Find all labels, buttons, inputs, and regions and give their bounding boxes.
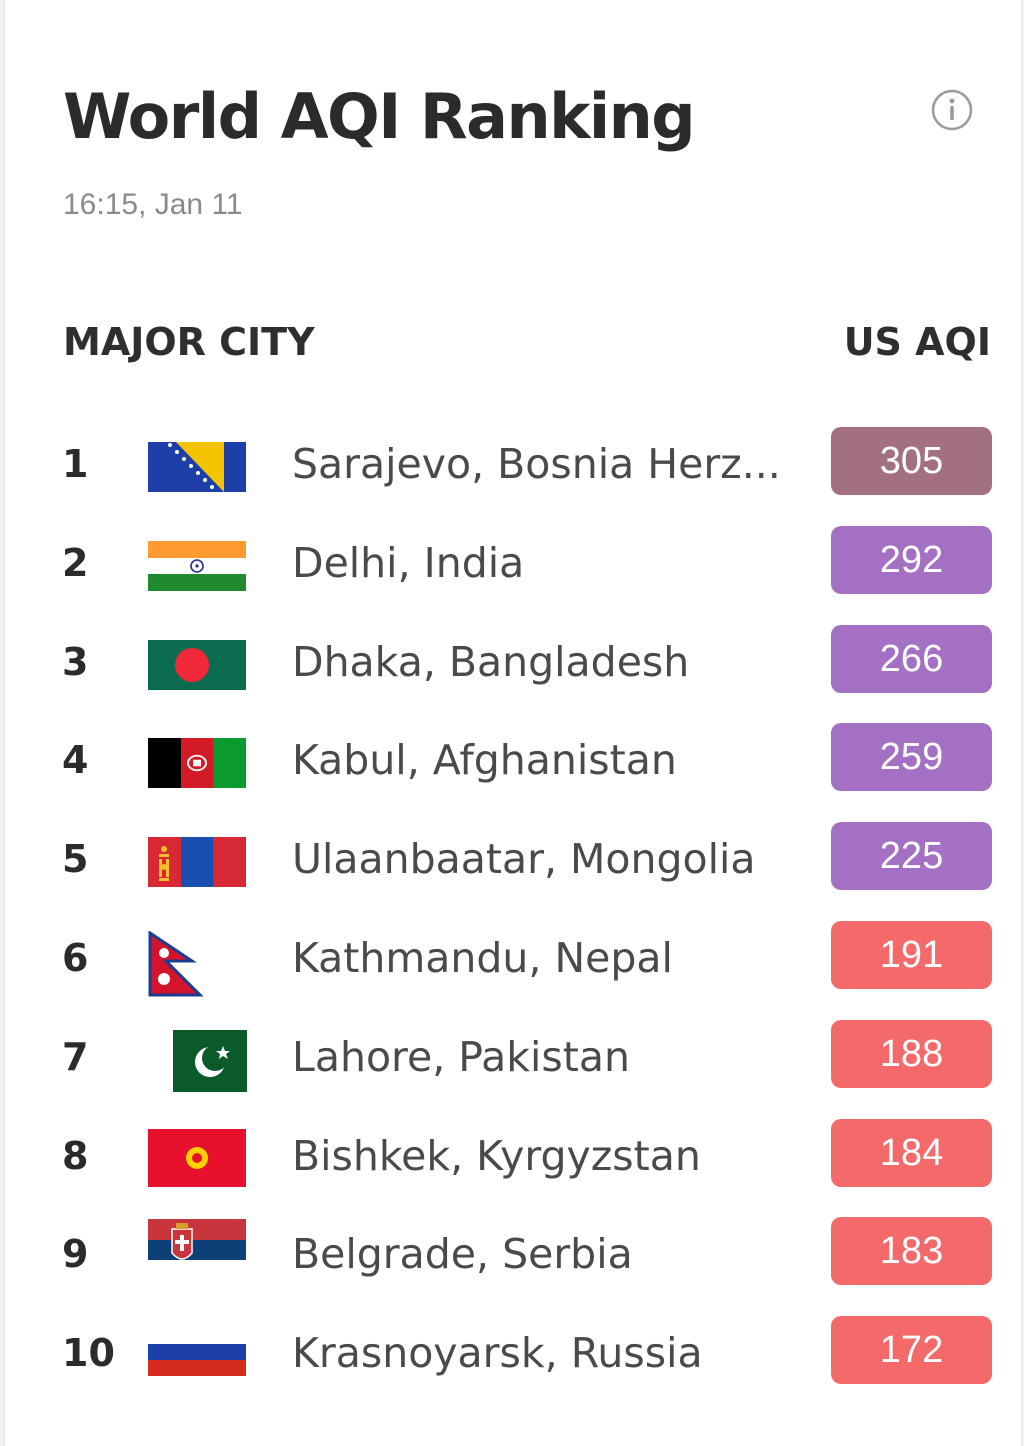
aqi-badge: 292 bbox=[831, 525, 992, 594]
afghanistan-flag-icon bbox=[148, 738, 246, 789]
list-item[interactable]: 8 Bishkek, Kyrgyzstan 184 bbox=[5, 1107, 1021, 1206]
rank-number: 8 bbox=[62, 1133, 89, 1178]
city-name: Kabul, Afghanistan bbox=[292, 736, 677, 785]
aqi-badge: 184 bbox=[831, 1118, 992, 1187]
info-circle-icon[interactable] bbox=[930, 88, 974, 132]
rank-number: 7 bbox=[62, 1034, 89, 1079]
city-name: Ulaanbaatar, Mongolia bbox=[292, 835, 756, 884]
page-title: World AQI Ranking bbox=[63, 80, 696, 153]
aqi-ranking-card: World AQI Ranking 16:15, Jan 11 MAJOR CI… bbox=[4, 0, 1022, 1446]
aqi-badge: 259 bbox=[831, 723, 992, 792]
list-item[interactable]: 10 Krasnoyarsk, Russia 172 bbox=[5, 1304, 1021, 1403]
city-name: Sarajevo, Bosnia Herz... bbox=[292, 440, 781, 488]
rank-number: 10 bbox=[62, 1331, 115, 1376]
list-item[interactable]: 1 Sarajevo, Bosnia Herz... 305 bbox=[5, 415, 1021, 514]
list-item[interactable]: 6 Kathmandu, Nepal 191 bbox=[5, 909, 1021, 1008]
list-item[interactable]: 3 Dhaka, Bangladesh 266 bbox=[5, 613, 1021, 712]
aqi-badge: 225 bbox=[831, 822, 992, 891]
column-header-city: MAJOR CITY bbox=[63, 320, 315, 364]
aqi-badge: 191 bbox=[831, 920, 992, 989]
russia-flag-icon bbox=[148, 1328, 246, 1377]
aqi-badge: 172 bbox=[831, 1316, 992, 1385]
nepal-flag-icon bbox=[148, 930, 246, 997]
pakistan-flag-icon bbox=[173, 1029, 247, 1092]
kyrgyzstan-flag-icon bbox=[148, 1128, 246, 1187]
aqi-badge: 305 bbox=[831, 427, 992, 495]
rank-number: 9 bbox=[62, 1232, 89, 1277]
ranking-list: 1 Sarajevo, Bosnia Herz... 305 2 bbox=[5, 415, 1021, 1403]
aqi-badge: 183 bbox=[831, 1217, 992, 1286]
rank-number: 5 bbox=[62, 837, 89, 882]
aqi-badge: 266 bbox=[831, 624, 992, 693]
list-item[interactable]: 7 Lahore, Pakistan 188 bbox=[5, 1008, 1021, 1107]
column-header-aqi: US AQI bbox=[843, 320, 991, 364]
city-name: Belgrade, Serbia bbox=[292, 1230, 633, 1279]
india-flag-icon bbox=[148, 540, 246, 591]
city-name: Lahore, Pakistan bbox=[292, 1032, 630, 1081]
rank-number: 2 bbox=[62, 540, 89, 585]
rank-number: 6 bbox=[62, 935, 89, 980]
rank-number: 3 bbox=[62, 639, 89, 684]
list-item[interactable]: 4 Kabul, Afghanistan 259 bbox=[5, 711, 1021, 810]
rank-number: 1 bbox=[62, 442, 89, 486]
bangladesh-flag-icon bbox=[148, 639, 246, 690]
aqi-badge: 188 bbox=[831, 1019, 992, 1088]
list-item[interactable]: 9 Belgrade, Serbia 183 bbox=[5, 1205, 1021, 1304]
update-timestamp: 16:15, Jan 11 bbox=[63, 188, 243, 221]
list-item[interactable]: 2 Delhi, India 292 bbox=[5, 514, 1021, 613]
rank-number: 4 bbox=[62, 738, 89, 783]
city-name: Kathmandu, Nepal bbox=[292, 933, 673, 982]
mongolia-flag-icon bbox=[148, 837, 246, 888]
city-name: Delhi, India bbox=[292, 538, 525, 587]
list-item[interactable]: 5 Ulaanbaatar, Mongolia bbox=[5, 810, 1021, 909]
city-name: Dhaka, Bangladesh bbox=[292, 637, 690, 686]
bosnia-flag-icon bbox=[148, 442, 246, 492]
city-name: Bishkek, Kyrgyzstan bbox=[292, 1131, 701, 1180]
city-name: Krasnoyarsk, Russia bbox=[292, 1329, 703, 1378]
serbia-flag-icon bbox=[148, 1219, 246, 1282]
